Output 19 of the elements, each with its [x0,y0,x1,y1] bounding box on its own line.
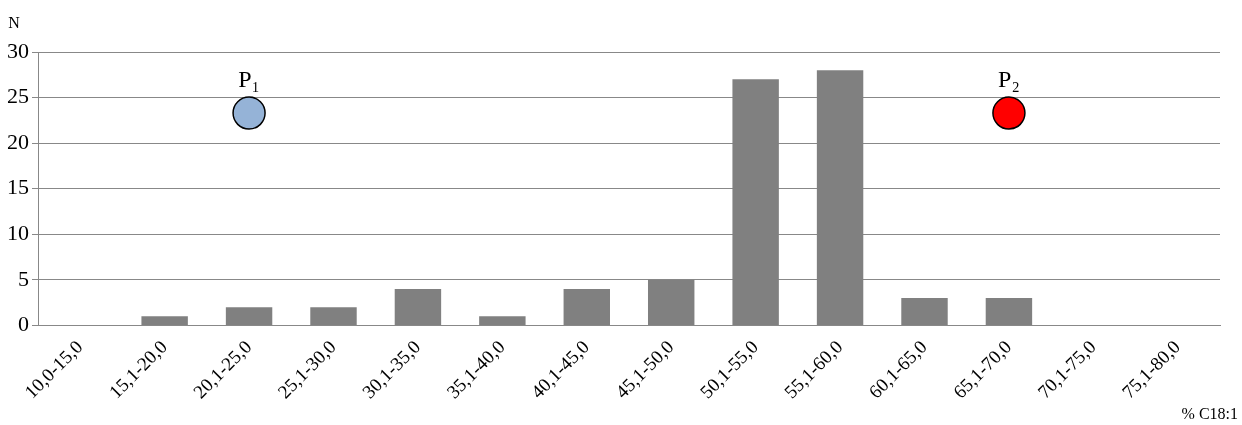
bar [225,307,273,325]
y-axis-title: N [8,14,21,32]
series-label: P₂ [998,66,1020,93]
y-tick-label: 20 [7,128,29,154]
bar [985,298,1033,325]
y-tick-label: 10 [7,220,29,246]
y-tick-label: 0 [18,311,29,337]
bar [310,307,357,325]
x-axis-title: % C18:1 [1181,405,1238,423]
bar [394,288,442,325]
y-tick-label: 15 [7,174,29,200]
y-tick-label: 25 [7,83,29,109]
y-tick-label: 30 [7,37,29,63]
series-label: P₁ [238,66,260,93]
bar [479,316,526,325]
bar [901,298,948,325]
bar [141,316,188,325]
bar [563,288,610,325]
y-tick-label: 5 [18,265,29,291]
